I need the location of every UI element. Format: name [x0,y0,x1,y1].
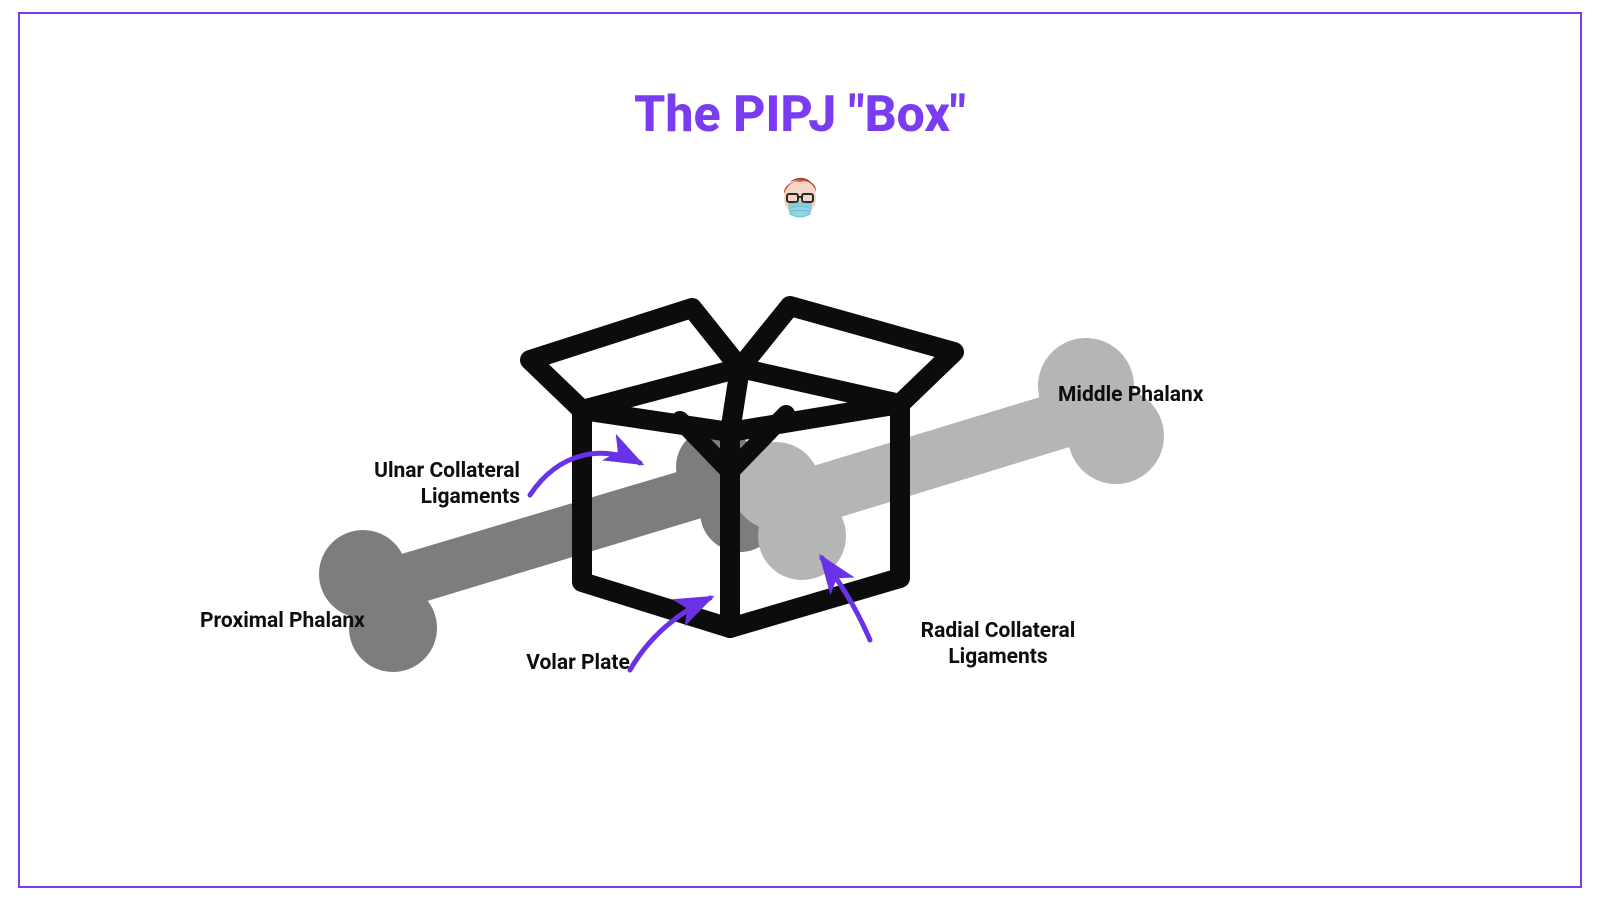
diagram-canvas [0,0,1600,900]
label-radial: Radial Collateral Ligaments [878,618,1118,671]
open-box-icon [530,306,954,628]
label-ulnar-line2: Ligaments [300,484,520,510]
label-middle-phalanx: Middle Phalanx [1058,382,1278,408]
label-volar-plate: Volar Plate [498,650,658,676]
label-proximal-phalanx: Proximal Phalanx [200,608,440,634]
label-ulnar-line1: Ulnar Collateral [300,458,520,484]
